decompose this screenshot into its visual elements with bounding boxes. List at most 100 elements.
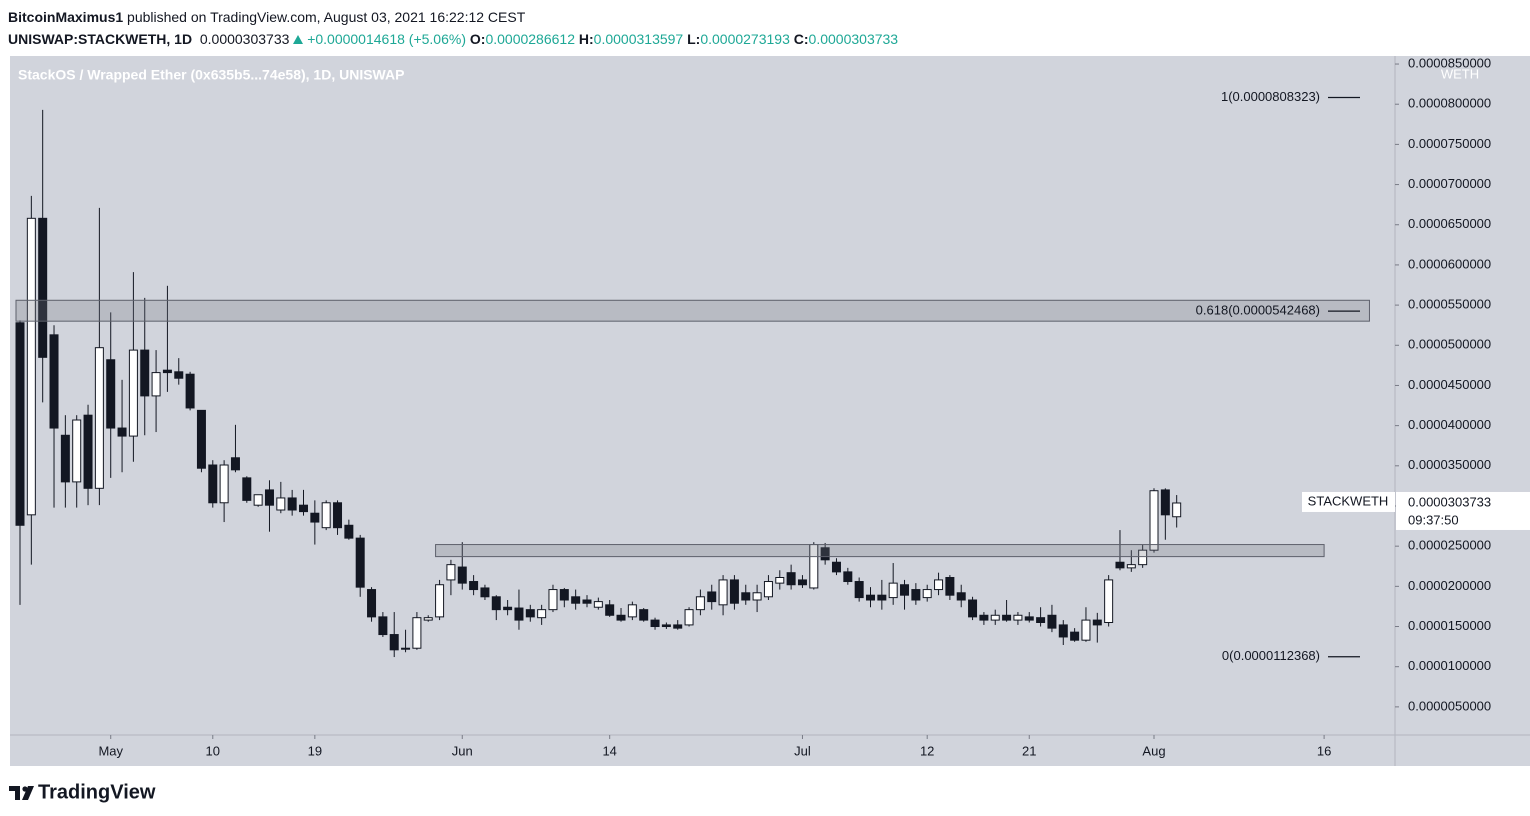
candle-body-down bbox=[650, 619, 660, 628]
y-tick-label: 0.0000400000 bbox=[1408, 417, 1491, 432]
candle-body-down bbox=[185, 373, 195, 409]
candle-body-up bbox=[94, 347, 104, 489]
candle-body-up bbox=[26, 217, 36, 516]
candle-body-up bbox=[684, 609, 694, 626]
candle-body-up bbox=[1081, 619, 1091, 641]
candle-body-down bbox=[140, 349, 150, 397]
candle-body-down bbox=[355, 537, 365, 588]
candle-body-down bbox=[854, 581, 864, 599]
candle-body-down bbox=[616, 614, 626, 621]
open-value: 0.0000286612 bbox=[485, 31, 575, 47]
publish-info: published on TradingView.com, August 03,… bbox=[127, 9, 526, 25]
candle-body-up bbox=[888, 582, 898, 599]
candle-body-up bbox=[934, 579, 944, 591]
candle-body-down bbox=[367, 589, 377, 618]
candle-body-down bbox=[401, 647, 411, 650]
author: BitcoinMaximus1 bbox=[8, 9, 124, 25]
y-tick-label: 0.0000550000 bbox=[1408, 297, 1491, 312]
symbol-tag-label: STACKWETH bbox=[1308, 493, 1389, 508]
close-value: 0.0000303733 bbox=[808, 31, 899, 47]
x-tick-label: Jul bbox=[794, 743, 811, 758]
y-tick-label: 0.0000150000 bbox=[1408, 618, 1491, 633]
candle-body-down bbox=[525, 609, 535, 618]
candle-body-down bbox=[457, 566, 467, 584]
candle-body-down bbox=[571, 596, 581, 604]
candle-body-up bbox=[253, 494, 263, 506]
fib-level-label: 1(0.0000808323) bbox=[1221, 89, 1320, 104]
y-tick-label: 0.0000700000 bbox=[1408, 176, 1491, 191]
publish-line: BitcoinMaximus1 published on TradingView… bbox=[8, 6, 898, 28]
header: BitcoinMaximus1 published on TradingView… bbox=[8, 6, 898, 50]
candle-body-down bbox=[469, 581, 479, 591]
candle-body-down bbox=[900, 584, 910, 596]
candle-body-down bbox=[480, 587, 490, 598]
candle-body-up bbox=[922, 589, 932, 599]
candle-body-up bbox=[1172, 502, 1182, 518]
high-value: 0.0000313597 bbox=[593, 31, 684, 47]
candle-body-down bbox=[673, 624, 683, 629]
x-tick-label: 21 bbox=[1022, 743, 1036, 758]
candle-body-down bbox=[230, 457, 240, 471]
y-tick-label: 0.0000050000 bbox=[1408, 698, 1491, 713]
brand-name: TradingView bbox=[38, 781, 156, 803]
x-tick-label: 19 bbox=[308, 743, 322, 758]
candle-body-down bbox=[582, 599, 592, 604]
candle-body-down bbox=[117, 427, 127, 437]
y-tick-label: 0.0000350000 bbox=[1408, 457, 1491, 472]
candle-body-down bbox=[843, 571, 853, 583]
candle-body-up bbox=[1013, 614, 1023, 621]
y-tick-label: 0.0000650000 bbox=[1408, 216, 1491, 231]
candle-body-down bbox=[378, 616, 388, 636]
ohlc-label: H: bbox=[578, 31, 594, 47]
y-tick-label: 0.0000500000 bbox=[1408, 337, 1491, 352]
logo-icon-dot bbox=[22, 786, 28, 792]
candle-body-down bbox=[162, 369, 172, 374]
candle-body-up bbox=[763, 581, 773, 598]
price-tag-label: 0.0000303733 bbox=[1408, 494, 1491, 509]
candle-body-down bbox=[820, 547, 830, 561]
candle-body-up bbox=[627, 604, 637, 618]
candle-body-down bbox=[1070, 631, 1080, 641]
candle-body-up bbox=[1138, 549, 1148, 566]
price-tag bbox=[1396, 491, 1530, 530]
candle-body-up bbox=[775, 577, 785, 584]
plot-area: 1(0.0000808323) 0.618(0.0000542468) 0(0.00… bbox=[15, 89, 1370, 663]
fib-level-label: 0.618(0.0000542468) bbox=[1196, 303, 1320, 318]
candle-body-down bbox=[559, 589, 569, 601]
candle-body-down bbox=[945, 577, 955, 596]
low-value: 0.0000273193 bbox=[700, 31, 790, 47]
candle-body-up bbox=[219, 464, 229, 504]
symbol-line: UNISWAP:STACKWETH, 1D 0.0000303733 +0.00… bbox=[8, 28, 898, 50]
candle-body-down bbox=[106, 359, 116, 429]
candle-body-down bbox=[299, 504, 308, 513]
candle-body-down bbox=[1036, 617, 1046, 624]
candle-body-up bbox=[1149, 490, 1159, 551]
candle-body-up bbox=[1126, 564, 1136, 569]
candle-body-down bbox=[968, 599, 978, 618]
candle-body-down bbox=[310, 512, 320, 523]
ohlc-label: L: bbox=[687, 31, 701, 47]
candle-body-up bbox=[990, 614, 1000, 621]
x-tick-label: 12 bbox=[920, 743, 934, 758]
candle-body-down bbox=[639, 609, 649, 621]
ohlc-label: O: bbox=[469, 31, 486, 47]
countdown: 09:37:50 bbox=[1408, 512, 1459, 527]
symbol-tag bbox=[1302, 491, 1395, 512]
candle-body-down bbox=[60, 434, 70, 483]
candle-body-up bbox=[72, 419, 82, 483]
candle-body-down bbox=[242, 477, 252, 501]
candle-body-down bbox=[389, 634, 399, 651]
candle-body-up bbox=[548, 589, 558, 611]
candle-body-down bbox=[491, 596, 501, 611]
y-tick-label: 0.0000250000 bbox=[1408, 538, 1491, 553]
candle-body-down bbox=[344, 524, 354, 539]
y-tick-label: 0.0000850000 bbox=[1408, 55, 1491, 70]
candle-body-up bbox=[695, 596, 705, 611]
candle-body-down bbox=[196, 409, 206, 469]
candle-body-down bbox=[287, 497, 297, 511]
candle-body-down bbox=[208, 464, 218, 504]
logo-icon bbox=[9, 786, 34, 800]
x-tick-label: May bbox=[98, 743, 123, 758]
ohlc-label: C: bbox=[793, 31, 809, 47]
